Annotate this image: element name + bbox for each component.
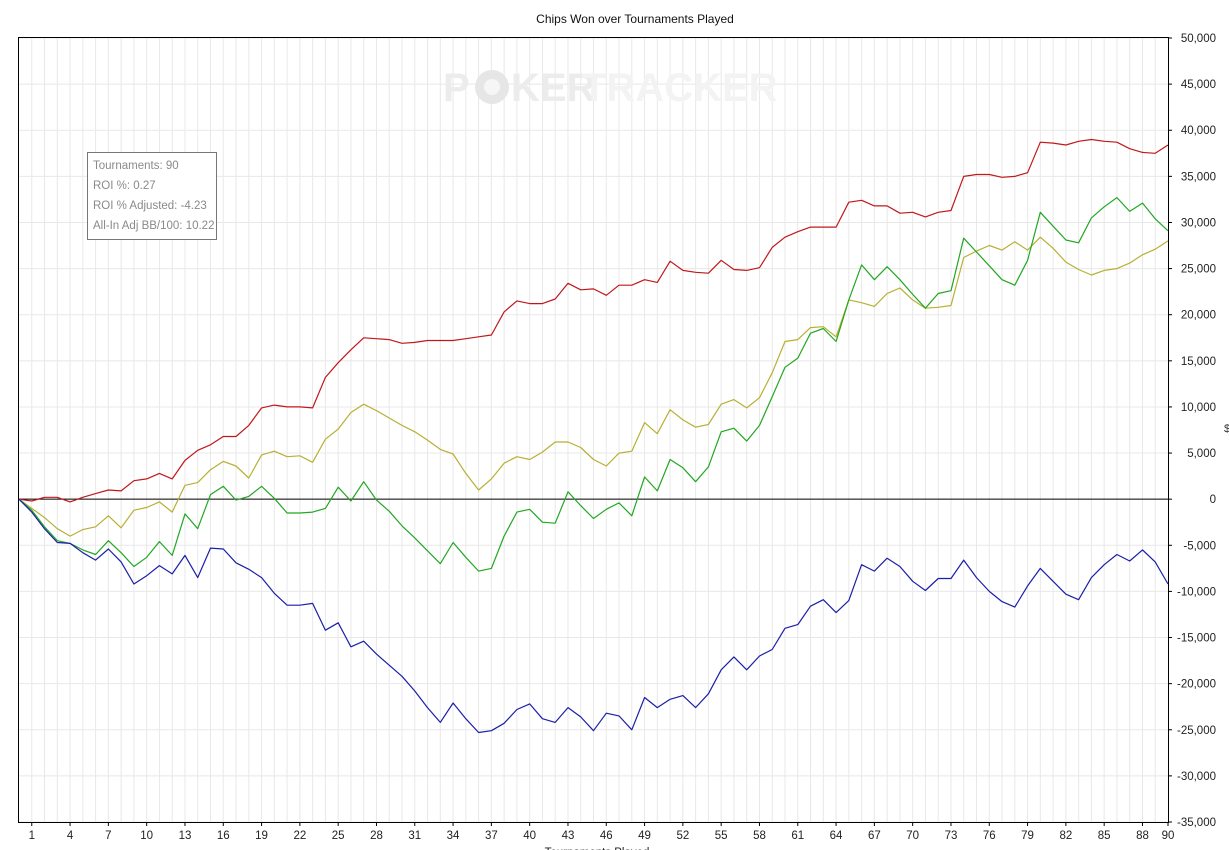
y-tick-label: 20,000 xyxy=(1181,310,1216,322)
y-axis-label: $ xyxy=(1224,423,1229,435)
y-tick-label: -15,000 xyxy=(1177,633,1216,645)
x-tick-label: 79 xyxy=(1021,830,1034,842)
y-tick-label: 0 xyxy=(1210,494,1216,506)
y-tick-label: 50,000 xyxy=(1181,33,1216,45)
x-tick-label: 58 xyxy=(753,830,766,842)
x-tick-label: 13 xyxy=(179,830,192,842)
x-tick-label: 85 xyxy=(1098,830,1111,842)
y-tick-label: -5,000 xyxy=(1183,540,1216,552)
x-tick-label: 34 xyxy=(447,830,460,842)
x-axis: 1 4 7 10 13 16 19 22 25 28 31 34 37 40 43 46 49 52 55 58 61 6… xyxy=(29,822,1175,850)
y-tick-label: -20,000 xyxy=(1177,679,1216,691)
x-tick-label: 37 xyxy=(485,830,498,842)
x-tick-label: 40 xyxy=(523,830,536,842)
series-line-3 xyxy=(18,197,1169,572)
x-tick-label: 10 xyxy=(140,830,153,842)
x-tick-label: 88 xyxy=(1136,830,1149,842)
x-tick-label: 25 xyxy=(332,830,345,842)
x-tick-label: 70 xyxy=(906,830,919,842)
x-tick-label: 64 xyxy=(830,830,843,842)
poker-tracker-watermark: P KER TRACKER xyxy=(443,66,778,110)
series-line-4 xyxy=(18,498,1169,734)
x-tick-label: 43 xyxy=(562,830,575,842)
y-tick-label: 40,000 xyxy=(1181,125,1216,137)
series-line-2 xyxy=(18,236,1169,537)
y-tick-label: 35,000 xyxy=(1181,171,1216,183)
x-tick-label: 52 xyxy=(676,830,689,842)
watermark-text-left: P xyxy=(443,66,470,110)
y-tick-label: 25,000 xyxy=(1181,264,1216,276)
x-tick-label: 90 xyxy=(1162,830,1175,842)
series-line-1 xyxy=(18,138,1169,503)
y-tick-label: 5,000 xyxy=(1187,448,1216,460)
y-tick-label: 45,000 xyxy=(1181,79,1216,91)
y-tick-label: 30,000 xyxy=(1181,217,1216,229)
stat-roi: ROI %: 0.27 xyxy=(93,180,156,192)
y-tick-label: 15,000 xyxy=(1181,356,1216,368)
watermark-text-mid: KER xyxy=(511,66,596,110)
chart-title: Chips Won over Tournaments Played xyxy=(536,12,734,26)
x-tick-label: 55 xyxy=(715,830,728,842)
poker-chip-logo-center xyxy=(484,79,500,95)
x-axis-label: Tournaments Played xyxy=(545,847,650,850)
y-tick-label: -30,000 xyxy=(1177,771,1216,783)
x-tick-label: 7 xyxy=(105,830,111,842)
x-tick-label: 73 xyxy=(945,830,958,842)
x-tick-label: 31 xyxy=(408,830,421,842)
x-tick-label: 82 xyxy=(1059,830,1072,842)
watermark-text-right: TRACKER xyxy=(582,66,778,110)
plot-frame xyxy=(18,37,1169,823)
x-tick-label: 28 xyxy=(370,830,383,842)
x-tick-label: 76 xyxy=(983,830,996,842)
x-tick-label: 67 xyxy=(868,830,881,842)
y-tick-label: -10,000 xyxy=(1177,586,1216,598)
x-tick-label: 16 xyxy=(217,830,230,842)
x-tick-label: 19 xyxy=(255,830,268,842)
x-tick-label: 61 xyxy=(791,830,804,842)
y-tick-label: 10,000 xyxy=(1181,402,1216,414)
x-tick-label: 1 xyxy=(29,830,35,842)
y-tick-label: -25,000 xyxy=(1177,725,1216,737)
stat-roi-adjusted: ROI % Adjusted: -4.23 xyxy=(93,200,207,212)
series xyxy=(18,138,1169,734)
stats-panel: Tournaments: 90 ROI %: 0.27 ROI % Adjust… xyxy=(87,152,217,240)
stat-tournaments: Tournaments: 90 xyxy=(93,160,179,172)
x-tick-label: 22 xyxy=(293,830,306,842)
x-tick-label: 46 xyxy=(600,830,613,842)
y-tick-label: -35,000 xyxy=(1177,817,1216,829)
x-tick-label: 49 xyxy=(638,830,651,842)
stat-allin-bb: All-In Adj BB/100: 10.22 xyxy=(93,220,215,232)
x-tick-label: 4 xyxy=(67,830,74,842)
y-axis: 50,000 45,000 40,000 35,000 30,000 25,000 20,0… xyxy=(1168,33,1216,829)
